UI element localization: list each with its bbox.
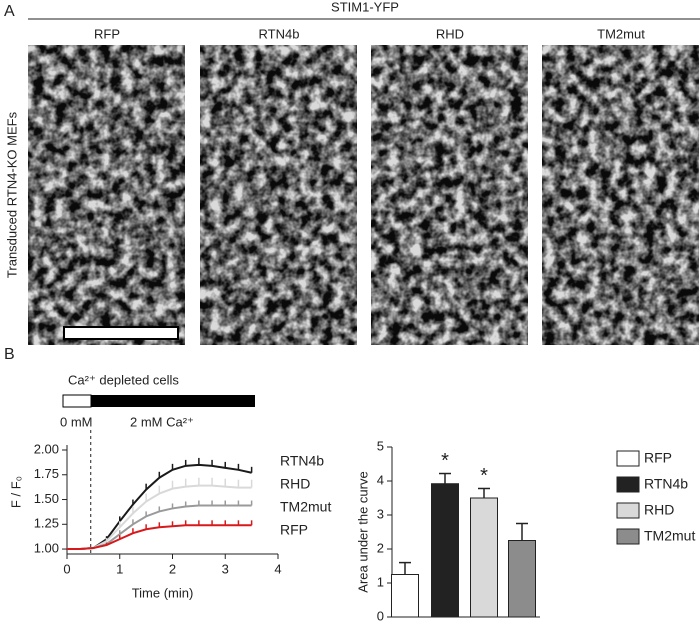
- legend-label: RTN4b: [644, 476, 688, 492]
- condition-label: 0 mM: [60, 414, 93, 429]
- column-label: RHD: [436, 26, 464, 41]
- legend-swatch: [616, 450, 640, 467]
- y-tick-label: 4: [377, 472, 384, 487]
- y-tick-label: 1: [377, 574, 384, 589]
- y-tick-label: 3: [377, 506, 384, 521]
- legend-label: RHD: [280, 476, 310, 492]
- condition-label: 2 mM Ca²⁺: [130, 414, 194, 429]
- condition-label: Ca²⁺ depleted cells: [68, 372, 179, 387]
- bar: [391, 574, 419, 618]
- micrograph-texture: [371, 45, 528, 345]
- micrograph-texture: [200, 45, 357, 345]
- group-label: STIM1-YFP: [331, 0, 399, 14]
- row-label: Transduced RTN4-KO MEFs: [4, 111, 19, 278]
- legend-swatch: [616, 528, 640, 545]
- x-tick-label: 2: [169, 561, 176, 576]
- legend-label: RFP: [280, 522, 308, 538]
- x-tick-label: 0: [63, 561, 70, 576]
- legend-label: RTN4b: [280, 453, 324, 469]
- significance-label: *: [441, 450, 449, 472]
- y-tick-label: 2.00: [34, 441, 59, 456]
- y-tick-label: 1.25: [34, 516, 59, 531]
- line: [67, 484, 252, 551]
- y-axis-label: F / F₀: [8, 476, 23, 508]
- line: [67, 524, 252, 551]
- micrograph-texture: [28, 45, 185, 345]
- y-axis-label: Area under the curve: [355, 471, 370, 592]
- legend-label: TM2mut: [280, 499, 331, 515]
- scale-bar: [63, 326, 179, 340]
- legend-label: RFP: [644, 450, 672, 466]
- y-tick-label: 1.75: [34, 466, 59, 481]
- micrograph-texture: [542, 45, 699, 345]
- x-tick-label: 4: [274, 561, 281, 576]
- y-tick-label: 0: [377, 608, 384, 623]
- x-tick-label: 3: [222, 561, 229, 576]
- panel-label: B: [4, 346, 15, 363]
- bar: [508, 540, 536, 618]
- y-tick-label: 1.50: [34, 491, 59, 506]
- column-label: RFP: [94, 26, 120, 41]
- legend-label: RHD: [644, 502, 674, 518]
- y-tick-label: 1.00: [34, 540, 59, 555]
- legend-swatch: [616, 502, 640, 519]
- panel-label: A: [4, 3, 15, 20]
- x-axis-label: Time (min): [132, 585, 194, 600]
- column-label: TM2mut: [597, 26, 645, 41]
- legend-swatch: [616, 476, 640, 493]
- column-label: RTN4b: [259, 26, 300, 41]
- condition-bar: [91, 395, 255, 407]
- y-tick-label: 2: [377, 540, 384, 555]
- bar: [431, 483, 459, 618]
- x-tick-label: 1: [116, 561, 123, 576]
- bar: [470, 497, 498, 618]
- condition-bar: [62, 394, 92, 408]
- y-tick-label: 5: [377, 438, 384, 453]
- significance-label: *: [480, 465, 488, 487]
- legend-label: TM2mut: [644, 528, 695, 544]
